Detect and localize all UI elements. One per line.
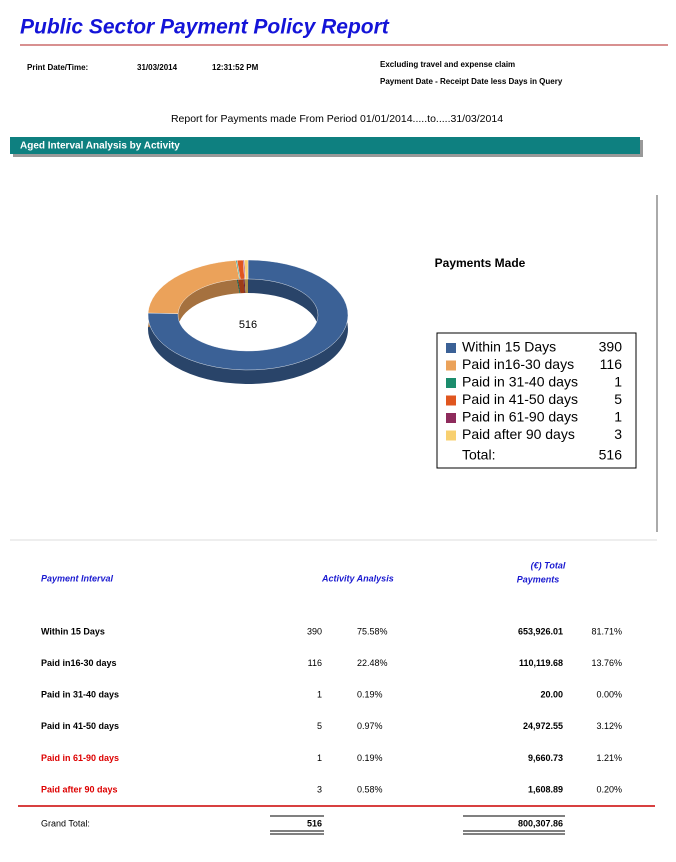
cell-count: 5 (317, 721, 322, 731)
legend-label: Paid in 61-90 days (462, 409, 578, 425)
cell-interval: Paid in 41-50 days (41, 721, 119, 731)
legend-value: 1 (614, 409, 622, 425)
legend-swatch (446, 378, 456, 388)
cell-count: 390 (307, 626, 322, 636)
legend-swatch (446, 360, 456, 371)
cell-count: 116 (308, 658, 322, 668)
cell-percent: 0.19% (357, 690, 383, 700)
section-title: Aged Interval Analysis by Activity (20, 141, 180, 152)
cell-amount-percent: 13.76% (591, 658, 622, 668)
legend-label: Paid in 41-50 days (462, 391, 578, 407)
legend-value: 116 (600, 356, 623, 372)
legend-value: 390 (599, 339, 623, 355)
cell-percent: 75.58% (357, 626, 388, 636)
legend-box (436, 332, 637, 469)
cell-percent: 0.58% (357, 784, 383, 794)
legend: Within 15 Days 390 Paid in16-30 days 116 Pai… (446, 339, 623, 442)
note: Payment Date - Receipt Date less Days in… (380, 77, 563, 86)
cell-amount-percent: 81.71% (591, 626, 622, 636)
legend-label: Paid in16-30 days (462, 356, 574, 372)
legend-value: 1 (614, 374, 622, 390)
cell-amount-percent: 0.20% (596, 784, 622, 794)
print-time: 12:31:52 PM (212, 63, 259, 72)
cell-count: 1 (317, 753, 322, 763)
table-body: Within 15 Days 390 75.58% 653,926.01 81.71% P… (41, 626, 622, 794)
legend-swatch (446, 343, 456, 353)
cell-interval: Paid in 31-40 days (41, 690, 119, 700)
legend-label: Within 15 Days (462, 339, 556, 355)
cell-amount: 1,608.89 (528, 784, 563, 794)
cell-interval: Paid in16-30 days (41, 658, 117, 668)
grand-total-amount: 800,307.86 (518, 818, 563, 828)
column-header: (€) Total (531, 560, 566, 570)
grand-total-label: Grand Total: (41, 818, 90, 828)
cell-count: 1 (317, 690, 322, 700)
cell-amount-percent: 1.21% (596, 753, 622, 763)
cell-amount-percent: 0.00% (596, 690, 622, 700)
column-header: Payment Interval (41, 573, 114, 583)
cell-percent: 0.97% (357, 721, 383, 731)
cell-amount-percent: 3.12% (596, 721, 622, 731)
column-header: Payments (517, 574, 560, 584)
period: Report for Payments made From Period 01/… (171, 113, 503, 125)
underlines (270, 815, 565, 835)
column-header: Activity Analysis (321, 573, 394, 583)
legend-total-label: Total: (462, 447, 495, 463)
cell-percent: 0.19% (357, 753, 383, 763)
note: Excluding travel and expense claim (380, 60, 515, 69)
legend-swatch (446, 430, 456, 441)
cell-amount: 9,660.73 (528, 753, 563, 763)
cell-amount: 20.00 (540, 690, 563, 700)
print-date: 31/03/2014 (137, 63, 178, 72)
cell-interval: Paid after 90 days (41, 784, 118, 794)
cell-amount: 110,119.68 (519, 658, 563, 668)
donut-center-total: 516 (239, 319, 257, 331)
cell-interval: Within 15 Days (41, 626, 105, 636)
slice (147, 259, 349, 371)
print-label: Print Date/Time: (27, 63, 88, 72)
cell-percent: 22.48% (357, 658, 388, 668)
cell-amount: 653,926.01 (518, 626, 563, 636)
legend-swatch (446, 413, 456, 423)
cell-count: 3 (317, 784, 322, 794)
chart-title: Payments Made (435, 256, 526, 270)
legend-label: Paid in 31-40 days (462, 374, 578, 390)
cell-interval: Paid in 61-90 days (41, 753, 119, 763)
donut-chart (147, 259, 349, 384)
legend-total: 516 (599, 447, 623, 463)
grand-total-count: 516 (307, 818, 322, 828)
legend-label: Paid after 90 days (462, 426, 575, 442)
cell-amount: 24,972.55 (523, 721, 563, 731)
legend-swatch (446, 395, 456, 406)
section-bar (10, 137, 640, 154)
legend-value: 3 (614, 426, 622, 442)
legend-value: 5 (614, 391, 622, 407)
slice (244, 259, 249, 280)
report-title: Public Sector Payment Policy Report (20, 16, 390, 39)
